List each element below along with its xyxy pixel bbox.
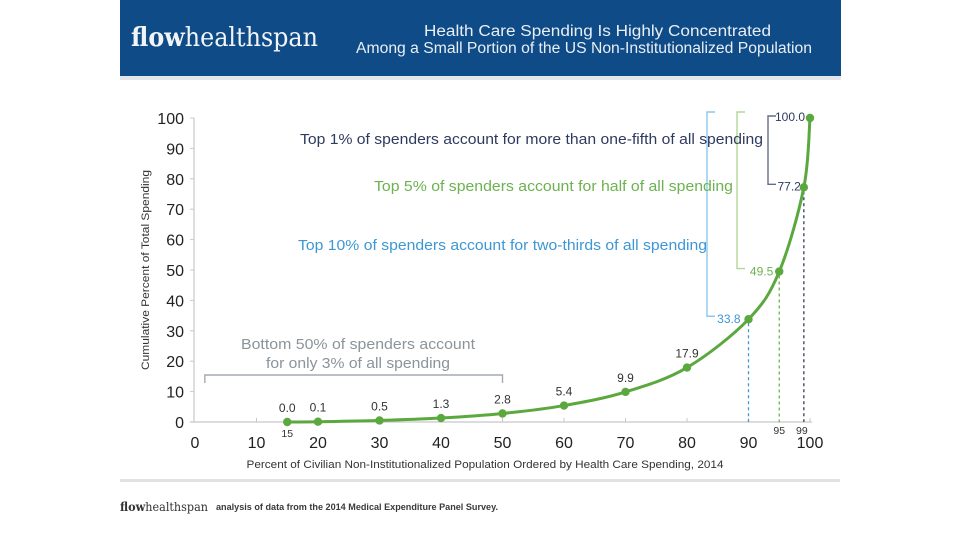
footer-logo-light: healthspan: [145, 499, 208, 514]
y-tick-label: 30: [166, 324, 184, 341]
data-point: [744, 315, 753, 324]
x-tick-label: 20: [309, 435, 327, 452]
data-label: 2.8: [494, 392, 511, 406]
y-tick-label: 20: [166, 354, 184, 371]
data-point: [436, 413, 446, 423]
header-divider: [120, 76, 841, 80]
data-point: [775, 267, 784, 276]
extra-x-label: 95: [773, 425, 785, 437]
x-tick-label: 50: [494, 435, 512, 452]
data-point: [805, 113, 815, 123]
data-label: 0.0: [279, 401, 296, 415]
y-tick-label: 80: [166, 172, 184, 189]
footer-divider: [120, 479, 840, 482]
x-tick-label: 80: [678, 435, 696, 452]
header-background: [120, 0, 841, 76]
x-tick-label: 40: [432, 435, 450, 452]
annotation-top10: Top 10% of spenders account for two-thir…: [298, 238, 707, 254]
header: flowhealthspan Health Care Spending Is H…: [120, 0, 841, 80]
series-line: [285, 116, 812, 424]
annotation-top5: Top 5% of spenders account for half of a…: [374, 179, 733, 195]
x-axis-title: Percent of Civilian Non-Institutionalize…: [247, 459, 724, 471]
y-tick-label: 70: [166, 202, 184, 219]
data-label: 0.5: [371, 399, 388, 413]
y-tick-label: 0: [175, 415, 184, 432]
x-tick-label: 10: [248, 435, 266, 452]
footer-logo-bold: flow: [120, 499, 146, 514]
data-point: [313, 417, 323, 426]
y-tick-label: 10: [166, 385, 184, 402]
bracket-top1: [767, 115, 776, 186]
plot-area: 0 10 20 30 40 50 60 70 80 90 100 0 10 20 30 40 50 60 70 80 9…: [157, 110, 823, 452]
x-tick-label: 60: [555, 435, 573, 452]
y-axis-title: Cumulative Percent of Total Spending: [140, 170, 152, 370]
data-label: 100.0: [775, 110, 805, 124]
y-tick-label: 60: [166, 233, 184, 250]
extra-x-label: 99: [796, 425, 808, 437]
y-tick-label: 100: [157, 111, 184, 128]
annotation-bottom50-line-2: for only 3% of all spending: [266, 356, 450, 372]
data-point: [375, 416, 384, 425]
bracket-top10: [706, 111, 715, 317]
data-label: 49.5: [750, 265, 774, 279]
annotation-top1: Top 1% of spenders account for more than…: [300, 132, 763, 148]
source-note: analysis of data from the 2014 Medical E…: [216, 502, 498, 512]
chart-title-line-1: Health Care Spending Is Highly Concentra…: [424, 23, 771, 40]
extra-x-label: 15: [281, 428, 293, 440]
x-tick-label: 70: [617, 435, 635, 452]
x-tick-label: 100: [797, 435, 824, 452]
annotation-bottom50-line-1: Bottom 50% of spenders account: [241, 337, 475, 353]
data-point: [498, 409, 507, 418]
bracket-top5: [736, 111, 745, 270]
data-point: [559, 401, 569, 410]
data-label: 77.2: [777, 179, 801, 193]
bracket-bottom50: [204, 374, 504, 383]
data-point: [283, 417, 292, 427]
footer: flowhealthspan analysis of data from the…: [120, 499, 498, 514]
y-tick-label: 50: [166, 263, 184, 280]
data-label: 33.8: [717, 312, 741, 326]
data-point: [682, 363, 692, 372]
data-point: [621, 387, 630, 397]
data-label: 5.4: [556, 385, 573, 399]
header-logo-bold: flow: [131, 23, 185, 53]
x-tick-label: 0: [191, 435, 200, 452]
y-tick-label: 90: [166, 141, 184, 158]
data-label: 1.3: [433, 397, 450, 411]
footer-logo: flowhealthspan: [120, 499, 208, 514]
header-logo: flowhealthspan: [131, 23, 318, 53]
chart-title-line-2: Among a Small Portion of the US Non-Inst…: [356, 40, 812, 57]
x-tick-label: 30: [371, 435, 389, 452]
data-point: [799, 183, 809, 192]
x-tick-label: 90: [740, 435, 758, 452]
data-label: 17.9: [675, 347, 699, 361]
y-tick-label: 40: [166, 293, 184, 310]
data-label: 0.1: [310, 401, 327, 415]
data-label: 9.9: [617, 371, 634, 385]
header-logo-light: healthspan: [185, 23, 318, 53]
